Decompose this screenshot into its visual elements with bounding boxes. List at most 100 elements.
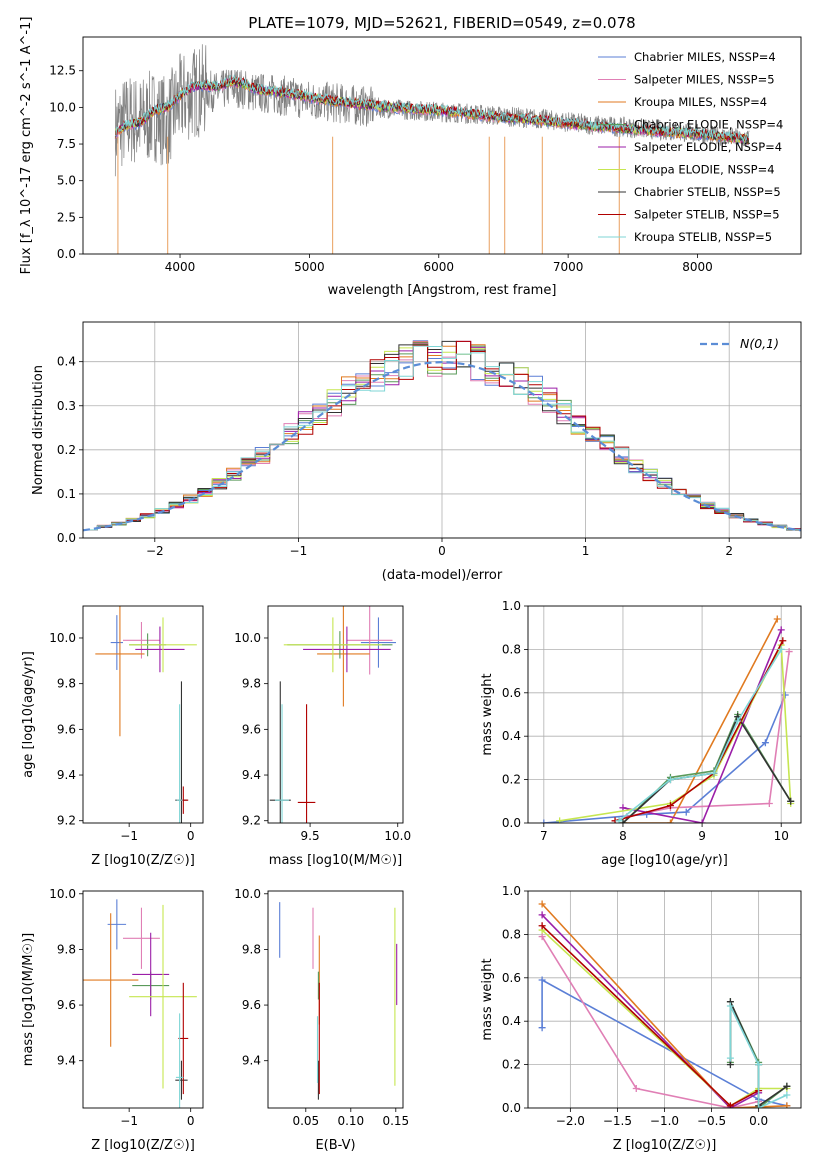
x-tick-label: 0.0 bbox=[749, 1114, 768, 1128]
weight-marker bbox=[666, 819, 674, 823]
axes-frame bbox=[267, 890, 404, 1109]
axes: −2.0 −1.5 −1.0 −0.5 0.0 0.0 0.2 0.4 0.6 0.8 1.0 bbox=[502, 884, 768, 1128]
y-tick-label: 5.0 bbox=[57, 174, 76, 188]
weight-marker bbox=[765, 799, 773, 807]
x-tick-label: 2 bbox=[725, 544, 733, 558]
y-tick-label: 10.0 bbox=[49, 631, 76, 645]
weight-marker bbox=[773, 615, 781, 623]
axes-frame bbox=[82, 321, 802, 539]
errorbar-point bbox=[129, 904, 197, 1089]
x-tick-label: 0.15 bbox=[382, 1114, 409, 1128]
x-axis-label: age [log10(age/yr)] bbox=[601, 853, 728, 868]
x-tick-label: 10.0 bbox=[384, 829, 411, 843]
errorbar-point bbox=[346, 606, 393, 675]
plot-area bbox=[114, 44, 750, 254]
y-tick-label: 0.4 bbox=[57, 355, 76, 369]
y-tick-label: 0.8 bbox=[502, 642, 521, 656]
x-axis-label: wavelength [Angstrom, rest frame] bbox=[328, 283, 557, 298]
axes-frame bbox=[82, 890, 204, 1109]
plot-area bbox=[95, 606, 197, 823]
weight-line-2 bbox=[623, 618, 779, 823]
panel-massweight-vs-Z: −2.0 −1.5 −1.0 −0.5 0.0 0.0 0.2 0.4 0.6 0.8 1.0 Z [… bbox=[480, 884, 802, 1153]
weight-line-7 bbox=[541, 925, 759, 1107]
weight-marker bbox=[734, 717, 742, 725]
y-tick-label: 1.0 bbox=[502, 599, 521, 613]
weight-line-1 bbox=[541, 936, 759, 1108]
gaussian-curve bbox=[83, 360, 801, 532]
y-tick-label: 9.6 bbox=[242, 998, 261, 1012]
axes: −2 −1 0 1 2 0.0 0.1 0.2 0.3 0.4 bbox=[57, 355, 733, 558]
axes-frame bbox=[527, 890, 802, 1109]
weight-marker bbox=[755, 1061, 763, 1069]
y-tick-label: 12.5 bbox=[49, 64, 76, 78]
panel-age-vs-Z: −1 0 9.2 9.4 9.6 9.8 10.0 Z [log10(Z/Z☉)] age [l… bbox=[21, 605, 204, 868]
x-axis-label: Z [log10(Z/Z☉)] bbox=[91, 1138, 195, 1153]
axes-frame bbox=[527, 605, 802, 824]
y-axis-label: mass [log10(M/M☉)] bbox=[21, 933, 36, 1066]
weight-line-5 bbox=[559, 642, 792, 822]
y-tick-label: 9.4 bbox=[57, 768, 76, 782]
y-tick-label: 0.2 bbox=[57, 443, 76, 457]
errorbar-point bbox=[175, 1060, 188, 1100]
panel-mass-vs-Z: −1 0 9.4 9.6 9.8 10.0 Z [log10(Z/Z☉)] mass [log… bbox=[21, 887, 204, 1153]
y-tick-label: 9.6 bbox=[57, 722, 76, 736]
errorbar-point bbox=[176, 704, 183, 823]
weight-marker bbox=[755, 1104, 763, 1108]
y-tick-label: 0.0 bbox=[502, 1101, 521, 1115]
axes: 7 8 9 10 0.0 0.2 0.4 0.6 0.8 1.0 bbox=[502, 599, 789, 843]
y-tick-label: 9.4 bbox=[242, 768, 261, 782]
x-tick-label: −2.0 bbox=[556, 1114, 585, 1128]
y-axis-label: mass weight bbox=[480, 673, 495, 755]
y-tick-label: 2.5 bbox=[57, 210, 76, 224]
legend-label-4: Salpeter ELODIE, NSSP=4 bbox=[634, 140, 782, 154]
x-tick-label: 9 bbox=[698, 829, 706, 843]
panel-residuals: −2 −1 0 1 2 0.0 0.1 0.2 0.3 0.4 (data-model)/error… bbox=[31, 321, 802, 583]
plot-area bbox=[269, 606, 396, 823]
y-axis-label: age [log10(age/yr)] bbox=[21, 651, 36, 778]
y-tick-label: 0.4 bbox=[502, 1014, 521, 1028]
legend-label-1: Salpeter MILES, NSSP=5 bbox=[634, 73, 775, 87]
y-tick-label: 10.0 bbox=[234, 631, 261, 645]
y-tick-label: 9.2 bbox=[242, 814, 261, 828]
x-tick-label: 7 bbox=[540, 829, 548, 843]
axes-frame bbox=[82, 605, 204, 824]
errorbar-point bbox=[275, 704, 290, 823]
x-tick-label: −1 bbox=[290, 544, 308, 558]
y-tick-label: 0.0 bbox=[57, 531, 76, 545]
y-axis-label: Normed distribution bbox=[31, 365, 46, 495]
panel-age-vs-mass: 9.5 10.0 9.2 9.4 9.6 9.8 10.0 mass [log10(M/M☉)… bbox=[234, 605, 411, 868]
errorbar-point bbox=[123, 907, 160, 969]
x-axis-label: (data-model)/error bbox=[382, 568, 503, 583]
errorbar-point bbox=[123, 621, 160, 659]
errorbar-point bbox=[297, 704, 316, 823]
weight-marker bbox=[787, 797, 795, 805]
panel-spectrum: 4000 5000 6000 7000 8000 0.0 2.5 5.0 7.5 10.0 12.5… bbox=[19, 17, 802, 298]
weight-marker bbox=[779, 637, 787, 645]
y-tick-label: 10.0 bbox=[49, 887, 76, 901]
x-tick-label: −0.5 bbox=[697, 1114, 726, 1128]
x-tick-label: −1.0 bbox=[650, 1114, 679, 1128]
panel-massweight-vs-age: 7 8 9 10 0.0 0.2 0.4 0.6 0.8 1.0 age [log10(age/yr… bbox=[480, 599, 802, 868]
errorbar-point bbox=[135, 626, 185, 673]
y-tick-label: 0.2 bbox=[502, 773, 521, 787]
x-tick-label: 10 bbox=[774, 829, 789, 843]
y-tick-label: 0.3 bbox=[57, 399, 76, 413]
y-tick-label: 0.2 bbox=[502, 1058, 521, 1072]
y-tick-label: 9.8 bbox=[242, 942, 261, 956]
x-tick-label: −2 bbox=[146, 544, 164, 558]
y-tick-label: 1.0 bbox=[502, 884, 521, 898]
legend-label-3: Chabrier ELODIE, NSSP=4 bbox=[634, 118, 783, 132]
weight-marker bbox=[783, 1102, 791, 1108]
x-tick-label: 0 bbox=[438, 544, 446, 558]
errorbar-point bbox=[110, 615, 123, 670]
y-tick-label: 9.4 bbox=[57, 1054, 76, 1068]
y-tick-label: 9.4 bbox=[242, 1054, 261, 1068]
legend-label-gaussian: N(0,1) bbox=[740, 336, 779, 351]
weight-marker bbox=[632, 1084, 640, 1092]
y-tick-label: 9.6 bbox=[57, 998, 76, 1012]
x-tick-label: 0 bbox=[187, 1114, 195, 1128]
axes: 9.5 10.0 9.2 9.4 9.6 9.8 10.0 bbox=[234, 631, 411, 843]
weight-marker bbox=[777, 645, 785, 653]
weight-marker bbox=[783, 1082, 791, 1090]
legend-label-7: Salpeter STELIB, NSSP=5 bbox=[634, 208, 780, 222]
